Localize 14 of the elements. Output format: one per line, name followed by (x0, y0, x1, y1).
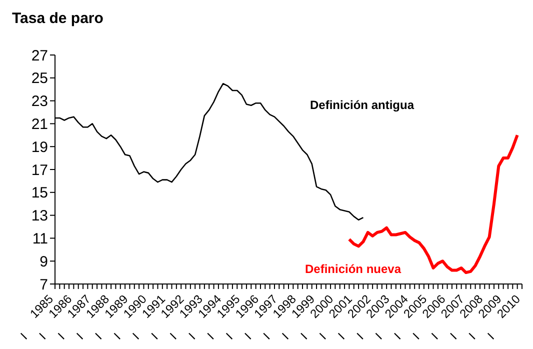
text: Definición antigua (310, 98, 414, 112)
series-label: Definición nueva (305, 262, 402, 276)
y-tick-label: 27 (31, 47, 48, 64)
y-tick-label: 17 (31, 162, 48, 179)
chart-title: Tasa de paro (12, 10, 104, 27)
y-tick-label: 25 (31, 70, 48, 88)
y-tick-label: 19 (31, 138, 48, 156)
y-tick-label: 15 (31, 184, 48, 202)
y-tick-label: 21 (31, 116, 48, 134)
y-tick-label: 13 (31, 208, 48, 225)
y-tick-label: 9 (40, 253, 48, 270)
y-tick-label: 23 (31, 93, 48, 110)
y-tick-label: 11 (32, 230, 48, 248)
y-tick-label: 7 (40, 276, 48, 294)
